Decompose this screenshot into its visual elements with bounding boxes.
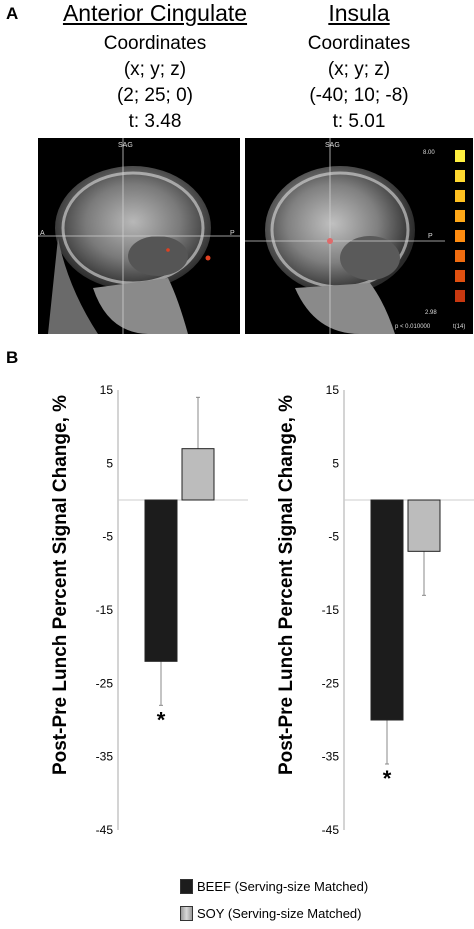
anterior-cingulate-axes-label: (x; y; z) — [123, 59, 187, 80]
insula-right-marker: P — [428, 233, 433, 240]
anterior-cingulate-title: Anterior Cingulate — [62, 0, 248, 26]
chart-1-ytick-label: -45 — [96, 823, 114, 837]
chart-1-bar-soy — [181, 448, 215, 501]
insula-view-label: SAG — [325, 142, 340, 149]
chart-2-ytick-label: -5 — [328, 530, 339, 544]
chart-2-ytick-label: -15 — [322, 603, 340, 617]
anterior-cingulate-left-marker: A — [40, 230, 45, 237]
chart-1-bar-beef — [144, 499, 178, 662]
chart-2-bar-soy — [407, 499, 441, 552]
chart-2-bar-beef — [370, 499, 404, 721]
chart-1-ytick-label: -25 — [96, 676, 114, 690]
legend-item-beef: BEEF (Serving-size Matched) — [180, 879, 368, 894]
chart-1-ytick-label: -35 — [96, 750, 114, 764]
insula-coord-label: Coordinates — [307, 33, 411, 54]
chart-2-ytick-label: 15 — [326, 383, 340, 397]
chart-1-ylabel-wrap: Post-Pre Lunch Percent Signal Change, % — [44, 390, 78, 780]
anterior-cingulate-mri-image: SAG A P — [38, 138, 240, 334]
insula-axes-label: (x; y; z) — [327, 59, 391, 80]
t-df-label: t(14) — [453, 324, 466, 330]
insula-coords: (-40; 10; -8) — [309, 85, 409, 106]
p-threshold-label: p < 0.010000 — [395, 324, 431, 330]
chart-1-ylabel: Post-Pre Lunch Percent Signal Change, % — [50, 394, 72, 776]
insula-t-value: t: 5.01 — [332, 111, 386, 132]
chart-2-ylabel-wrap: Post-Pre Lunch Percent Signal Change, % — [270, 390, 304, 780]
legend-label-soy: SOY (Serving-size Matched) — [197, 906, 362, 921]
insula-mri-image: SAG P 8.00 2.98 p < 0.010000 t(14) — [245, 138, 473, 334]
anterior-cingulate-right-marker: P — [230, 230, 235, 237]
anterior-cingulate-view-label: SAG — [118, 142, 133, 149]
legend-label-beef: BEEF (Serving-size Matched) — [197, 879, 369, 894]
legend-swatch-soy — [180, 906, 193, 921]
chart-2-ytick-label: -25 — [322, 676, 340, 690]
colorbar-min-label: 2.98 — [425, 310, 437, 316]
chart-1-ytick-label: -5 — [102, 530, 113, 544]
colorbar-max-label: 8.00 — [423, 150, 435, 156]
chart-2-ylabel: Post-Pre Lunch Percent Signal Change, % — [276, 394, 298, 776]
panel-a-label: A — [6, 4, 19, 23]
chart-2-significance-marker: * — [383, 766, 392, 791]
anterior-cingulate-t-value: t: 3.48 — [128, 111, 182, 132]
legend-item-soy: SOY (Serving-size Matched) — [180, 906, 362, 921]
chart-2: 15 5 -5 -15 -25 -35 -45 * — [322, 383, 474, 837]
chart-1-ytick-label: 5 — [106, 456, 113, 470]
panel-b-label: B — [6, 348, 19, 367]
chart-1-ytick-label: 15 — [100, 383, 114, 397]
chart-2-ytick-label: 5 — [332, 456, 339, 470]
chart-1-ytick-label: -15 — [96, 603, 114, 617]
anterior-cingulate-coord-label: Coordinates — [103, 33, 207, 54]
chart-1: 15 5 -5 -15 -25 -35 -45 * — [96, 383, 248, 837]
chart-2-ytick-label: -45 — [322, 823, 340, 837]
anterior-cingulate-coords: (2; 25; 0) — [116, 85, 194, 106]
chart-1-significance-marker: * — [157, 707, 166, 732]
legend-swatch-beef — [180, 879, 193, 894]
insula-title: Insula — [328, 0, 390, 26]
chart-2-ytick-label: -35 — [322, 750, 340, 764]
